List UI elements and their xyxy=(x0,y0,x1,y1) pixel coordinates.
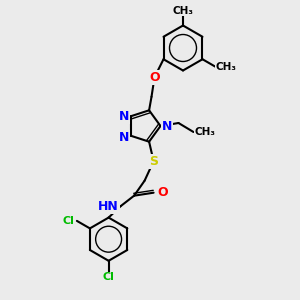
Text: Cl: Cl xyxy=(103,272,115,282)
Text: N: N xyxy=(119,131,129,144)
Text: Cl: Cl xyxy=(62,216,74,226)
Text: O: O xyxy=(149,71,160,84)
Text: CH₃: CH₃ xyxy=(172,5,194,16)
Text: CH₃: CH₃ xyxy=(215,62,236,72)
Text: O: O xyxy=(157,186,168,199)
Text: HN: HN xyxy=(98,200,119,213)
Text: N: N xyxy=(119,110,129,123)
Text: S: S xyxy=(149,155,158,168)
Text: N: N xyxy=(162,119,172,133)
Text: CH₃: CH₃ xyxy=(195,127,216,137)
